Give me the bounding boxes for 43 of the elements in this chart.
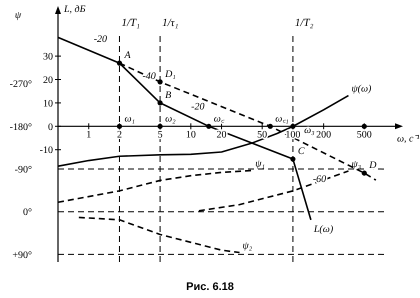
- annotation: ω₁: [124, 113, 136, 124]
- x-tick-label: 5: [158, 129, 163, 140]
- series-label: ψ(ω): [351, 84, 372, 95]
- annotation: A: [123, 50, 132, 62]
- x-tick-label: 500: [356, 129, 372, 140]
- annotation: D: [368, 160, 378, 172]
- text: Рис. 6.18: [186, 281, 234, 293]
- y2-tick-label: -180°: [10, 122, 32, 133]
- y2-tick-label: 0°: [23, 207, 32, 218]
- y2-axis-title: ψ: [14, 10, 22, 21]
- y-tick-label: 0: [48, 122, 53, 133]
- y-axis-title: L, дБ: [63, 4, 86, 15]
- annotation: ω꜀₁: [275, 113, 289, 124]
- x-tick-label: 1: [86, 129, 92, 140]
- annotation: ω₂: [165, 113, 176, 124]
- ref-line-label: 1/τ₁: [162, 17, 179, 29]
- y-tick-label: 10: [43, 98, 53, 110]
- x-tick-label: 200: [316, 129, 332, 140]
- series-label: ψ₁: [255, 158, 265, 170]
- x-axis-title: ω, c⁻¹: [397, 133, 420, 144]
- ref-line-label: 1/T₁: [121, 17, 140, 29]
- x-tick-label: 100: [285, 129, 300, 140]
- ref-line-label: 1/T₂: [294, 17, 314, 29]
- y-tick-label: 20: [43, 75, 53, 86]
- y-tick-label: -10: [40, 145, 53, 156]
- y2-tick-label: -270°: [10, 79, 32, 90]
- annotation: ω꜀: [214, 113, 225, 124]
- x-tick-label: 10: [186, 129, 196, 140]
- y-tick-label: 30: [43, 52, 53, 63]
- x-tick-label: 50: [257, 129, 268, 140]
- annotation: -20: [94, 34, 108, 45]
- y2-tick-label: -90°: [14, 164, 32, 176]
- annotation: C: [298, 146, 305, 158]
- series-label: L(ω): [312, 224, 334, 235]
- annotation: ω₃: [304, 125, 316, 136]
- x-tick-label: 2: [116, 129, 122, 140]
- series-label: ψ₂: [242, 240, 253, 252]
- annotation: -20: [191, 102, 204, 113]
- annotation: B: [165, 90, 172, 101]
- annotation: D₁: [164, 68, 176, 80]
- annotation: -60: [312, 174, 326, 186]
- x-tick-label: 20: [216, 129, 227, 140]
- y2-tick-label: +90°: [12, 250, 32, 261]
